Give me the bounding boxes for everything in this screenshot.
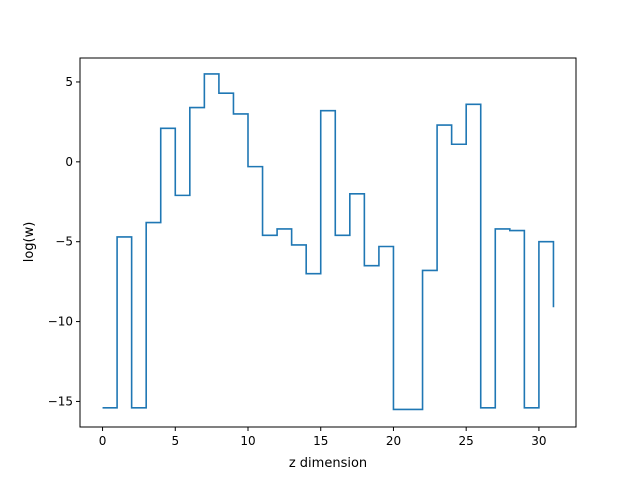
x-tick-label: 30 <box>531 434 546 448</box>
x-axis-label: z dimension <box>289 456 367 471</box>
x-tick-label: 10 <box>240 434 255 448</box>
x-tick-label: 25 <box>459 434 474 448</box>
x-tick-label: 20 <box>386 434 401 448</box>
x-tick-label: 0 <box>99 434 107 448</box>
y-tick-label: 5 <box>65 75 73 89</box>
series-layer <box>102 73 555 411</box>
x-tick-label: 15 <box>313 434 328 448</box>
plot-frame <box>79 57 577 428</box>
y-axis-ticks: 5 0 −5 −10 −15 <box>48 75 80 408</box>
y-tick-label: −5 <box>55 235 73 249</box>
y-tick-label: −15 <box>48 394 73 408</box>
x-axis-ticks: 0 5 10 15 20 25 30 <box>99 427 547 448</box>
x-tick-label: 5 <box>171 434 179 448</box>
y-axis-label: log(w) <box>22 222 37 263</box>
y-tick-label: −10 <box>48 315 73 329</box>
plot-background <box>80 58 576 427</box>
y-tick-label: 0 <box>65 155 73 169</box>
series-step-line <box>102 73 555 411</box>
